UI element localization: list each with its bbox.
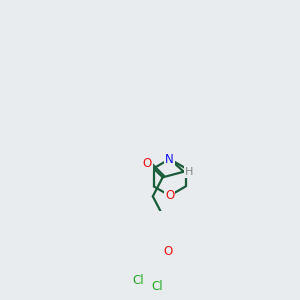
- Text: N: N: [165, 152, 174, 166]
- Text: Cl: Cl: [152, 280, 164, 293]
- Text: O: O: [165, 189, 174, 202]
- Text: O: O: [164, 245, 173, 258]
- Text: Cl: Cl: [132, 274, 144, 287]
- Text: H: H: [185, 167, 194, 177]
- Text: O: O: [142, 157, 152, 170]
